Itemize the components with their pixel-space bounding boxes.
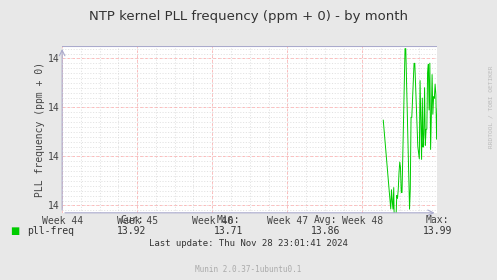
Text: NTP kernel PLL frequency (ppm + 0) - by month: NTP kernel PLL frequency (ppm + 0) - by … <box>89 10 408 23</box>
Text: RRDTOOL / TOBI OETIKER: RRDTOOL / TOBI OETIKER <box>489 65 494 148</box>
Text: Avg:: Avg: <box>314 215 337 225</box>
Text: pll-freq: pll-freq <box>27 226 75 236</box>
Text: Cur:: Cur: <box>120 215 144 225</box>
Text: Max:: Max: <box>425 215 449 225</box>
Text: 13.71: 13.71 <box>214 226 244 236</box>
Text: 13.92: 13.92 <box>117 226 147 236</box>
Text: 13.99: 13.99 <box>422 226 452 236</box>
Text: Munin 2.0.37-1ubuntu0.1: Munin 2.0.37-1ubuntu0.1 <box>195 265 302 274</box>
Text: Last update: Thu Nov 28 23:01:41 2024: Last update: Thu Nov 28 23:01:41 2024 <box>149 239 348 248</box>
Text: ■: ■ <box>10 226 19 236</box>
Text: Min:: Min: <box>217 215 241 225</box>
Text: 13.86: 13.86 <box>311 226 340 236</box>
Y-axis label: PLL frequency (ppm + 0): PLL frequency (ppm + 0) <box>35 62 45 197</box>
